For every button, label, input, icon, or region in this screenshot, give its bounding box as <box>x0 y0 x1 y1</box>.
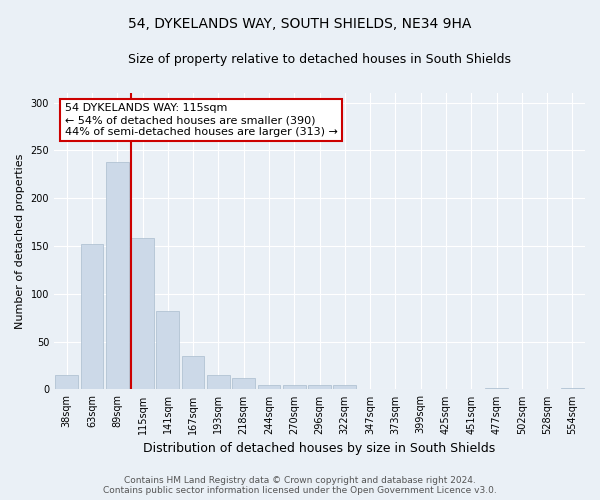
Bar <box>131 238 154 390</box>
Y-axis label: Number of detached properties: Number of detached properties <box>15 154 25 329</box>
Title: Size of property relative to detached houses in South Shields: Size of property relative to detached ho… <box>128 52 511 66</box>
Bar <box>283 384 305 390</box>
X-axis label: Distribution of detached houses by size in South Shields: Distribution of detached houses by size … <box>143 442 496 455</box>
Bar <box>232 378 255 390</box>
Text: Contains HM Land Registry data © Crown copyright and database right 2024.
Contai: Contains HM Land Registry data © Crown c… <box>103 476 497 495</box>
Bar <box>334 384 356 390</box>
Bar <box>55 375 78 390</box>
Bar <box>106 162 128 390</box>
Bar <box>207 375 230 390</box>
Bar <box>257 384 280 390</box>
Bar <box>561 388 584 390</box>
Text: 54, DYKELANDS WAY, SOUTH SHIELDS, NE34 9HA: 54, DYKELANDS WAY, SOUTH SHIELDS, NE34 9… <box>128 18 472 32</box>
Bar <box>80 244 103 390</box>
Bar <box>157 311 179 390</box>
Bar <box>485 388 508 390</box>
Bar <box>182 356 205 390</box>
Bar <box>308 384 331 390</box>
Text: 54 DYKELANDS WAY: 115sqm
← 54% of detached houses are smaller (390)
44% of semi-: 54 DYKELANDS WAY: 115sqm ← 54% of detach… <box>65 104 338 136</box>
